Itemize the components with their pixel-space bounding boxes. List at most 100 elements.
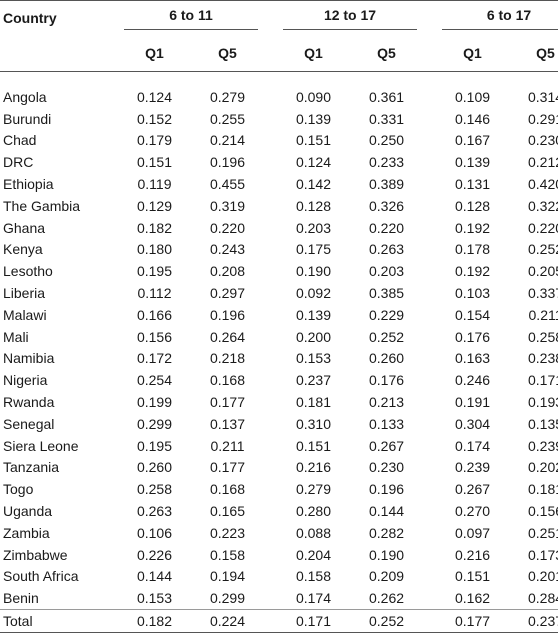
value-cell: 0.205 <box>528 263 558 280</box>
value-cell: 0.211 <box>210 437 245 454</box>
value-cell: 0.192 <box>454 219 491 236</box>
value-cell: 0.156 <box>528 503 558 520</box>
value-cell: 0.131 <box>454 176 491 193</box>
subheader-row: Q1 Q5 Q1 Q5 Q1 Q5 <box>0 35 558 72</box>
value-cell: 0.230 <box>528 132 558 149</box>
table-row: Nigeria 0.254 0.168 0.237 0.176 0.246 0.171 <box>0 369 558 391</box>
value-cell: 0.181 <box>295 394 332 411</box>
table-row: Lesotho 0.195 0.208 0.190 0.203 0.192 0.205 <box>0 260 558 282</box>
value-cell: 0.156 <box>136 328 173 345</box>
value-cell: 0.233 <box>368 154 405 171</box>
table-row: Kenya 0.180 0.243 0.175 0.263 0.178 0.252 <box>0 239 558 261</box>
country-cell: Zambia <box>3 524 50 541</box>
value-cell: 0.263 <box>368 241 405 258</box>
group-header-6-to-11: 6 to 11 <box>118 0 264 35</box>
value-cell: 0.177 <box>209 394 246 411</box>
value-cell: 0.175 <box>295 241 332 258</box>
value-cell: 0.168 <box>209 372 246 389</box>
country-header: Country <box>0 0 118 35</box>
table-row: Togo 0.258 0.168 0.279 0.196 0.267 0.181 <box>0 478 558 500</box>
value-cell: 0.258 <box>136 481 173 498</box>
value-cell: 0.144 <box>136 568 173 585</box>
value-cell: 0.216 <box>295 459 332 476</box>
country-cell: Lesotho <box>3 263 53 280</box>
value-cell: 0.180 <box>136 241 173 258</box>
value-cell: 0.173 <box>528 546 558 563</box>
value-cell: 0.270 <box>454 503 491 520</box>
value-cell: 0.267 <box>454 481 491 498</box>
value-cell: 0.128 <box>295 197 332 214</box>
value-cell: 0.237 <box>295 372 332 389</box>
country-cell: The Gambia <box>3 197 81 214</box>
value-cell: 0.299 <box>136 415 173 432</box>
value-cell: 0.203 <box>295 219 332 236</box>
country-cell: Angola <box>3 88 47 105</box>
value-cell: 0.199 <box>136 394 173 411</box>
value-cell: 0.260 <box>368 350 405 367</box>
value-cell: 0.361 <box>368 88 405 105</box>
table-row: Senegal 0.299 0.137 0.310 0.133 0.304 0.135 <box>0 413 558 435</box>
value-cell: 0.211 <box>528 306 558 323</box>
table-row: Burundi 0.152 0.255 0.139 0.331 0.146 0.291 <box>0 108 558 130</box>
value-cell: 0.250 <box>368 132 405 149</box>
country-cell: Togo <box>3 481 34 498</box>
value-cell: 0.092 <box>295 285 332 302</box>
table-row: Ethiopia 0.119 0.455 0.142 0.389 0.131 0.420 <box>0 173 558 195</box>
value-cell: 0.139 <box>295 306 332 323</box>
table-row: Zimbabwe 0.226 0.158 0.204 0.190 0.216 0.173 <box>0 544 558 566</box>
table-row: Mali 0.156 0.264 0.200 0.252 0.176 0.258 <box>0 326 558 348</box>
value-cell: 0.153 <box>295 350 332 367</box>
country-cell: Mali <box>3 328 29 345</box>
value-cell: 0.171 <box>528 372 558 389</box>
value-cell: 0.137 <box>209 415 246 432</box>
country-cell: Ghana <box>3 219 46 236</box>
value-cell: 0.135 <box>528 415 558 432</box>
subheader-q1: Q1 <box>277 35 350 72</box>
value-cell: 0.088 <box>295 524 332 541</box>
table-row: Angola 0.124 0.279 0.090 0.361 0.109 0.314 <box>0 72 558 108</box>
value-cell: 0.109 <box>454 88 491 105</box>
value-cell: 0.194 <box>209 568 246 585</box>
value-cell: 0.171 <box>277 609 350 633</box>
value-cell: 0.252 <box>368 328 405 345</box>
value-cell: 0.252 <box>528 241 558 258</box>
value-cell: 0.196 <box>368 481 405 498</box>
value-cell: 0.264 <box>209 328 246 345</box>
value-cell: 0.385 <box>368 285 405 302</box>
value-cell: 0.246 <box>454 372 491 389</box>
value-cell: 0.220 <box>528 219 558 236</box>
value-cell: 0.151 <box>295 437 332 454</box>
value-cell: 0.151 <box>454 568 491 585</box>
value-cell: 0.204 <box>295 546 332 563</box>
country-cell: Total <box>0 609 118 633</box>
value-cell: 0.291 <box>528 110 558 127</box>
country-cell: Nigeria <box>3 372 48 389</box>
value-cell: 0.230 <box>368 459 405 476</box>
value-cell: 0.299 <box>209 590 246 607</box>
value-cell: 0.252 <box>350 609 424 633</box>
value-cell: 0.166 <box>136 306 173 323</box>
value-cell: 0.319 <box>209 197 246 214</box>
group-header-12-to-17: 12 to 17 <box>277 0 424 35</box>
value-cell: 0.243 <box>209 241 246 258</box>
country-cell: Rwanda <box>3 394 55 411</box>
table-row: Liberia 0.112 0.297 0.092 0.385 0.103 0.337 <box>0 282 558 304</box>
value-cell: 0.251 <box>528 524 558 541</box>
value-cell: 0.158 <box>295 568 332 585</box>
value-cell: 0.203 <box>368 263 405 280</box>
value-cell: 0.112 <box>137 285 172 302</box>
value-cell: 0.168 <box>209 481 246 498</box>
table-row: Uganda 0.263 0.165 0.280 0.144 0.270 0.156 <box>0 500 558 522</box>
value-cell: 0.218 <box>209 350 246 367</box>
subheader-q5: Q5 <box>191 35 264 72</box>
value-cell: 0.201 <box>528 568 558 585</box>
value-cell: 0.124 <box>295 154 332 171</box>
country-cell: Tanzania <box>3 459 60 476</box>
value-cell: 0.167 <box>454 132 491 149</box>
value-cell: 0.314 <box>528 88 558 105</box>
value-cell: 0.178 <box>454 241 491 258</box>
table-row: Benin 0.153 0.299 0.174 0.262 0.162 0.284 <box>0 587 558 609</box>
table-row: Zambia 0.106 0.223 0.088 0.282 0.097 0.251 <box>0 522 558 544</box>
value-cell: 0.262 <box>368 590 405 607</box>
